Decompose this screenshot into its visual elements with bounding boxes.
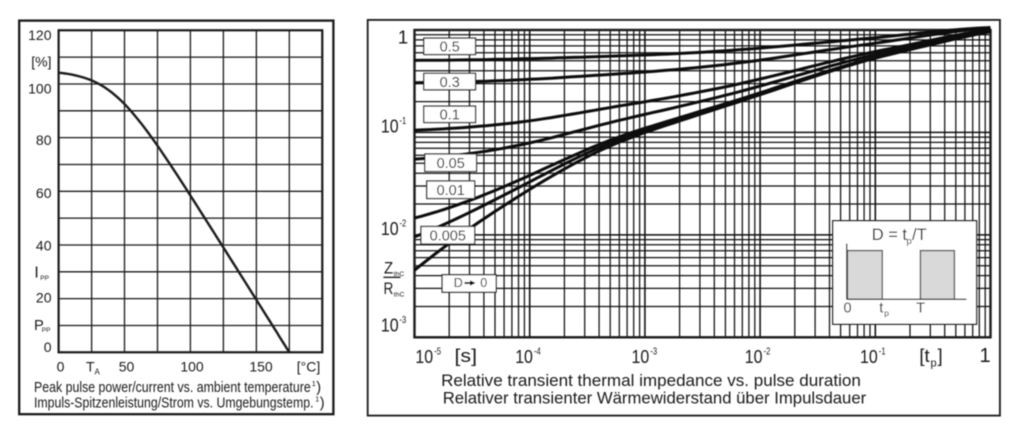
svg-text:100: 100 (180, 359, 204, 375)
svg-text:p: p (884, 308, 889, 318)
svg-text:D: D (454, 276, 463, 290)
svg-text:[s]: [s] (455, 345, 478, 366)
svg-text:T: T (916, 301, 925, 317)
svg-text:100: 100 (28, 81, 52, 97)
svg-text:-4: -4 (534, 346, 541, 358)
svg-text:p: p (907, 236, 912, 247)
svg-text:10: 10 (381, 314, 399, 335)
svg-text:D = t: D = t (872, 226, 908, 244)
svg-text:): ) (316, 380, 321, 396)
svg-text:-2: -2 (400, 218, 407, 230)
svg-text:80: 80 (36, 132, 52, 148)
svg-text:PP: PP (42, 327, 51, 334)
svg-text:[t: [t (919, 345, 929, 366)
svg-text:thC: thC (394, 271, 405, 278)
svg-text:120: 120 (28, 27, 52, 43)
svg-text:0.3: 0.3 (440, 75, 460, 91)
svg-text:0.05: 0.05 (437, 156, 465, 172)
svg-text:-5: -5 (434, 346, 441, 358)
svg-text:10: 10 (515, 346, 533, 367)
svg-text:T: T (86, 359, 95, 375)
svg-text:Z: Z (384, 258, 393, 277)
svg-text:-1: -1 (400, 115, 407, 127)
svg-text:1: 1 (315, 395, 319, 404)
svg-text:10: 10 (381, 218, 399, 239)
svg-text:1: 1 (398, 26, 408, 47)
svg-text:-3: -3 (400, 314, 407, 326)
svg-text:A: A (95, 368, 101, 377)
svg-text:[%]: [%] (31, 54, 51, 70)
svg-text:Relativer transienter Wärmewid: Relativer transienter Wärmewiderstand üb… (443, 388, 867, 407)
svg-text:0.01: 0.01 (437, 183, 465, 199)
svg-text:40: 40 (36, 238, 52, 254)
svg-text:10: 10 (860, 346, 878, 367)
svg-text:-1: -1 (879, 346, 886, 358)
svg-text:R: R (384, 279, 394, 298)
svg-text:1: 1 (979, 345, 990, 367)
svg-text:20: 20 (36, 290, 52, 306)
svg-text:0: 0 (44, 339, 52, 355)
svg-text:0.005: 0.005 (430, 228, 466, 244)
svg-text:p: p (931, 358, 937, 370)
svg-text:-2: -2 (764, 346, 771, 358)
svg-text:]: ] (938, 345, 943, 366)
svg-text:10: 10 (632, 346, 650, 367)
svg-text:150: 150 (249, 359, 273, 375)
svg-text:Relative transient thermal imp: Relative transient thermal impedance vs.… (441, 371, 861, 390)
svg-text:P: P (34, 318, 44, 334)
svg-text:0.1: 0.1 (440, 108, 460, 124)
svg-text:10: 10 (745, 346, 763, 367)
svg-text:[°C]: [°C] (297, 359, 321, 375)
svg-text:-3: -3 (650, 346, 657, 358)
svg-text:t: t (879, 301, 883, 317)
svg-text:thC: thC (394, 292, 405, 299)
svg-text:10: 10 (381, 115, 399, 136)
svg-text:10: 10 (415, 346, 433, 367)
svg-text:Impuls-Spitzenleistung/Strom v: Impuls-Spitzenleistung/Strom vs. Umgebun… (34, 396, 314, 412)
svg-text:I: I (34, 265, 38, 282)
svg-text:1: 1 (312, 379, 316, 388)
svg-text:0: 0 (57, 359, 65, 375)
svg-text:50: 50 (119, 359, 135, 375)
svg-text:PP: PP (40, 275, 49, 282)
svg-text:Peak pulse power/current vs. a: Peak pulse power/current vs. ambient tem… (34, 380, 311, 396)
svg-text:0: 0 (843, 301, 851, 317)
svg-text:/T: /T (912, 226, 927, 244)
svg-text:0: 0 (480, 276, 487, 290)
svg-text:60: 60 (36, 185, 52, 201)
svg-text:): ) (320, 396, 325, 412)
svg-text:0.5: 0.5 (440, 40, 460, 56)
